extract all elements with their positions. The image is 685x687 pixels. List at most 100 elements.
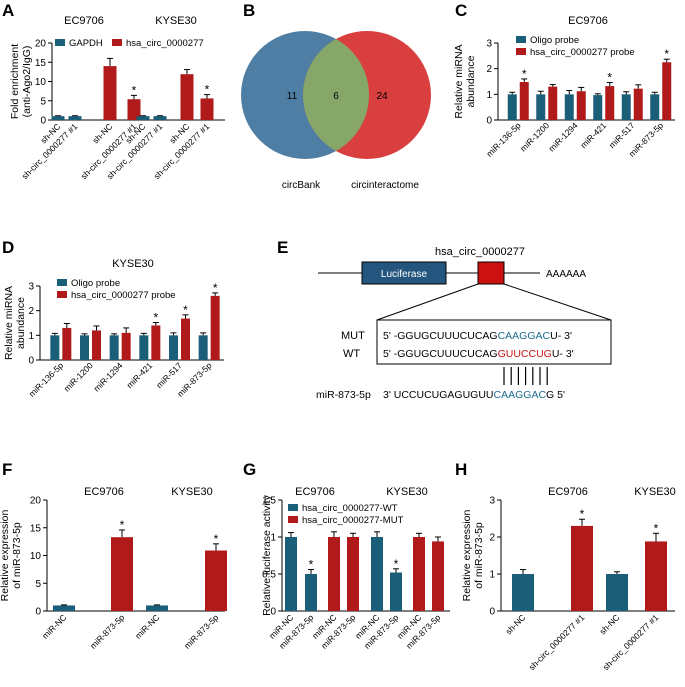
venn-left-label: circBank: [282, 180, 321, 191]
chart-title: KYSE30: [112, 258, 154, 270]
panel-f-chart: 0 5 10 15 20 Relative expression of miR-873-5p…: [0, 486, 227, 651]
bar: [650, 94, 660, 120]
panel-label-f: F: [2, 460, 12, 479]
legend-label: hsa_circ_0000277-MUT: [302, 515, 404, 526]
bar: [136, 116, 150, 120]
y-tick-label: 2: [28, 306, 34, 317]
venn-overlap-region: [302, 39, 370, 151]
legend-swatch: [288, 504, 298, 511]
luciferase-label: Luciferase: [381, 269, 428, 280]
y-axis-label: Relative expression: [461, 510, 473, 602]
bar: [121, 332, 131, 360]
bar: [169, 335, 178, 360]
y-tick-label: 1: [489, 570, 495, 581]
y-tick-label: 0: [28, 356, 34, 367]
y-tick-label: 0.5: [262, 570, 276, 581]
x-tick-label: miR-NC: [40, 612, 68, 640]
bar: [413, 537, 425, 611]
bar: [111, 537, 133, 611]
x-tick-label: sh-NC: [597, 612, 621, 636]
polya-tail: AAAAAA: [546, 269, 586, 280]
bar: [181, 318, 190, 360]
bar: [80, 335, 89, 360]
mir-sequence: 3' UCCUCUGAGUGUUCAAGGACG 5': [383, 389, 565, 401]
panel-label-e: E: [277, 238, 288, 257]
bar: [151, 325, 161, 360]
x-tick-label: miR-873-5p: [88, 612, 127, 651]
y-tick-label: 0: [270, 607, 276, 618]
bar: [285, 537, 297, 611]
bar: [180, 74, 194, 120]
legend-swatch: [288, 516, 298, 523]
bar: [139, 335, 149, 360]
mut-prefix: 5' -GGUGCUUUCUCAG: [383, 330, 498, 342]
bar: [593, 95, 603, 120]
venn-overlap-count: 6: [333, 91, 339, 102]
bar: [305, 574, 317, 611]
bar: [507, 94, 517, 120]
zoom-line-right: [503, 283, 612, 321]
x-tick-label: miR-1200: [518, 120, 551, 153]
significance-star: *: [214, 532, 219, 546]
y-tick-label: 0: [486, 116, 492, 127]
bar: [606, 574, 628, 611]
y-axis-label: (anti-Ago2/IgG): [21, 46, 33, 118]
bar: [109, 335, 119, 360]
mut-sequence: 5' -GGUGCUUUCUCAGCAAGGACU- 3': [383, 330, 572, 342]
chart-title: EC9706: [568, 15, 608, 27]
mir-prefix: 3' UCCUCUGAGUGUU: [383, 389, 494, 401]
bar: [662, 62, 672, 120]
bar: [205, 550, 227, 611]
bar: [548, 86, 558, 120]
x-tick-label: miR-873-5p: [182, 612, 221, 651]
panel-label-h: H: [455, 460, 467, 479]
venn-left-count: 11: [287, 91, 298, 102]
y-tick-label: 20: [35, 39, 47, 50]
y-tick-label: 2: [489, 533, 495, 544]
significance-star: *: [394, 557, 399, 571]
significance-star: *: [183, 303, 188, 317]
significance-star: *: [522, 67, 527, 81]
panel-label-g: G: [243, 460, 256, 479]
bar: [347, 537, 359, 611]
mut-label: MUT: [341, 330, 365, 342]
significance-star: *: [309, 558, 314, 572]
panel-label-c: C: [455, 1, 467, 20]
y-tick-label: 1: [28, 331, 34, 342]
y-tick-label: 1: [486, 90, 492, 101]
group-title: KYSE30: [386, 486, 428, 498]
wt-prefix: 5' -GGUGCUUUCUCAG: [383, 348, 498, 360]
panel-b-venn: 11 6 24 circBank circinteractome: [241, 31, 431, 191]
panel-e-diagram: hsa_circ_0000277 Luciferase AAAAAA MUT W…: [316, 246, 612, 401]
y-axis-label: abundance: [15, 297, 27, 349]
y-tick-label: 5: [40, 96, 46, 107]
y-tick-label: 1.5: [262, 496, 276, 507]
group-title: EC9706: [548, 486, 588, 498]
sequence-box: [376, 319, 612, 365]
bar: [198, 335, 208, 360]
significance-star: *: [120, 518, 125, 532]
group-title: KYSE30: [634, 486, 676, 498]
wt-label: WT: [343, 348, 360, 360]
y-tick-label: 15: [35, 58, 47, 69]
y-axis-label: Relative luciferase activity: [261, 494, 273, 616]
significance-star: *: [607, 71, 612, 85]
mut-site: CAAGGAC: [498, 330, 551, 342]
base-pairing-lines: [503, 367, 548, 385]
panel-label-b: B: [243, 1, 255, 20]
bar: [127, 99, 141, 120]
bar: [432, 541, 444, 611]
group-title: KYSE30: [155, 15, 197, 27]
luciferase-box: [361, 261, 447, 285]
x-tick-label: miR-421: [578, 120, 608, 150]
legend-swatch: [516, 48, 526, 55]
bar: [576, 91, 586, 120]
bar: [512, 574, 534, 611]
panel-d-chart: 0 1 2 3 Relative miRNA abundance Oligo probehs…: [3, 258, 224, 399]
bar: [51, 116, 65, 120]
bar: [210, 295, 220, 360]
y-tick-label: 3: [28, 282, 34, 293]
mir-label: miR-873-5p: [316, 389, 371, 401]
y-axis-label: of miR-873-5p: [473, 522, 485, 589]
panel-a-chart: 0 5 10 15 20 Fold enrichment (anti-Ago2/IgG) GA…: [9, 15, 225, 181]
